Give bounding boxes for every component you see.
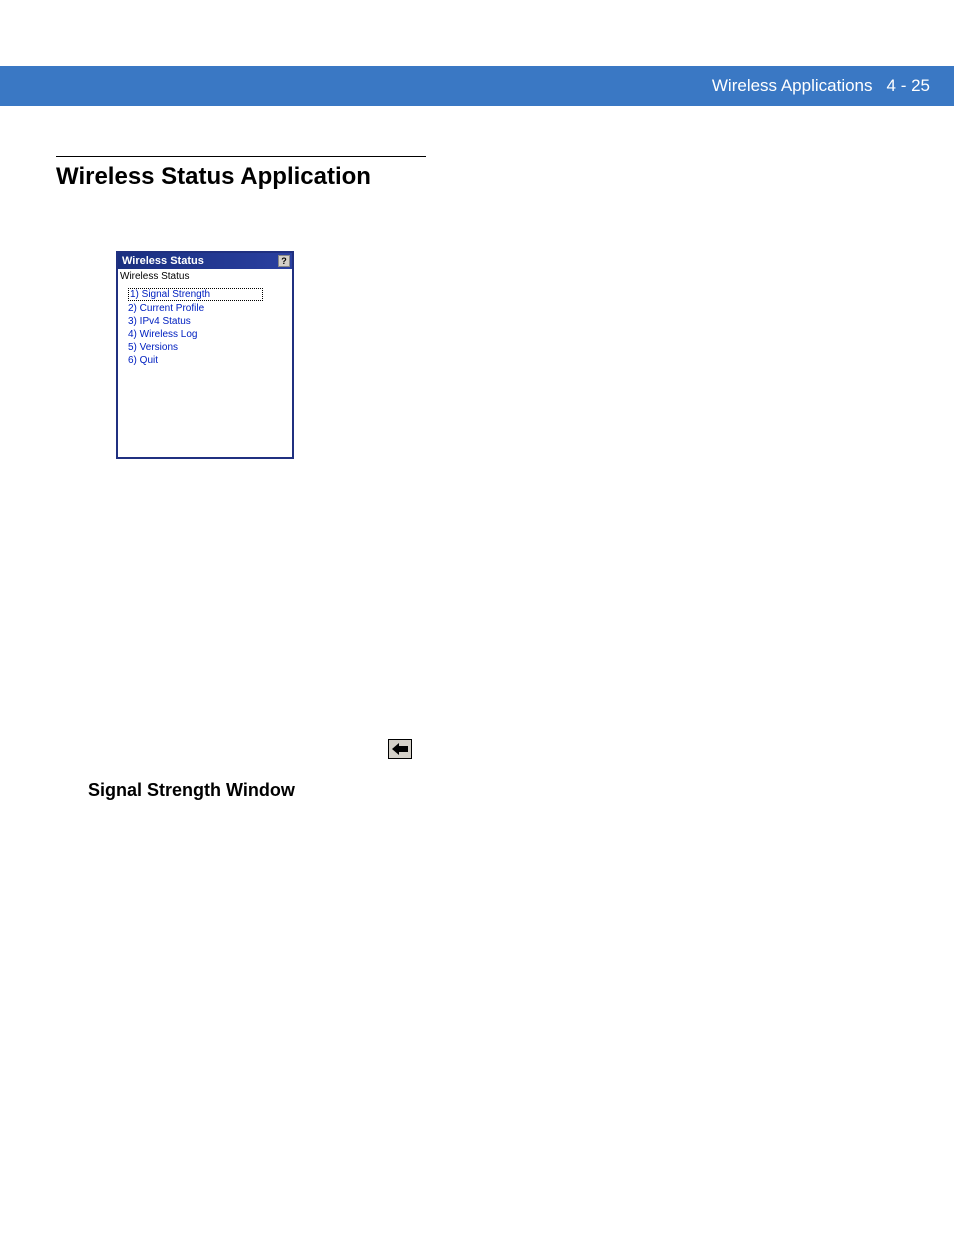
back-button[interactable]	[388, 739, 412, 759]
subsection-title: Signal Strength Window	[56, 780, 898, 801]
section-rule	[56, 156, 426, 157]
window-sub-label: Wireless Status	[118, 269, 292, 282]
menu-item-ipv4-status[interactable]: 3) IPv4 Status	[128, 315, 286, 328]
arrow-left-icon	[392, 743, 408, 755]
menu-item-quit[interactable]: 6) Quit	[128, 354, 286, 367]
menu-item-current-profile[interactable]: 2) Current Profile	[128, 302, 286, 315]
menu-item-wireless-log[interactable]: 4) Wireless Log	[128, 328, 286, 341]
wireless-status-window: Wireless Status ? Wireless Status 1) Sig…	[116, 251, 294, 459]
menu-item-signal-strength[interactable]: 1) Signal Strength	[128, 288, 263, 301]
page-header: Wireless Applications 4 - 25	[0, 66, 954, 106]
page-content: Wireless Status Application Wireless Sta…	[0, 106, 954, 851]
menu-item-versions[interactable]: 5) Versions	[128, 341, 286, 354]
help-button[interactable]: ?	[278, 255, 290, 267]
header-title: Wireless Applications	[712, 76, 873, 96]
section-title: Wireless Status Application	[56, 163, 898, 191]
header-page-ref: 4 - 25	[887, 76, 930, 96]
menu-list: 1) Signal Strength 2) Current Profile 3)…	[118, 282, 292, 457]
titlebar-text: Wireless Status	[122, 255, 204, 267]
titlebar: Wireless Status ?	[118, 253, 292, 269]
